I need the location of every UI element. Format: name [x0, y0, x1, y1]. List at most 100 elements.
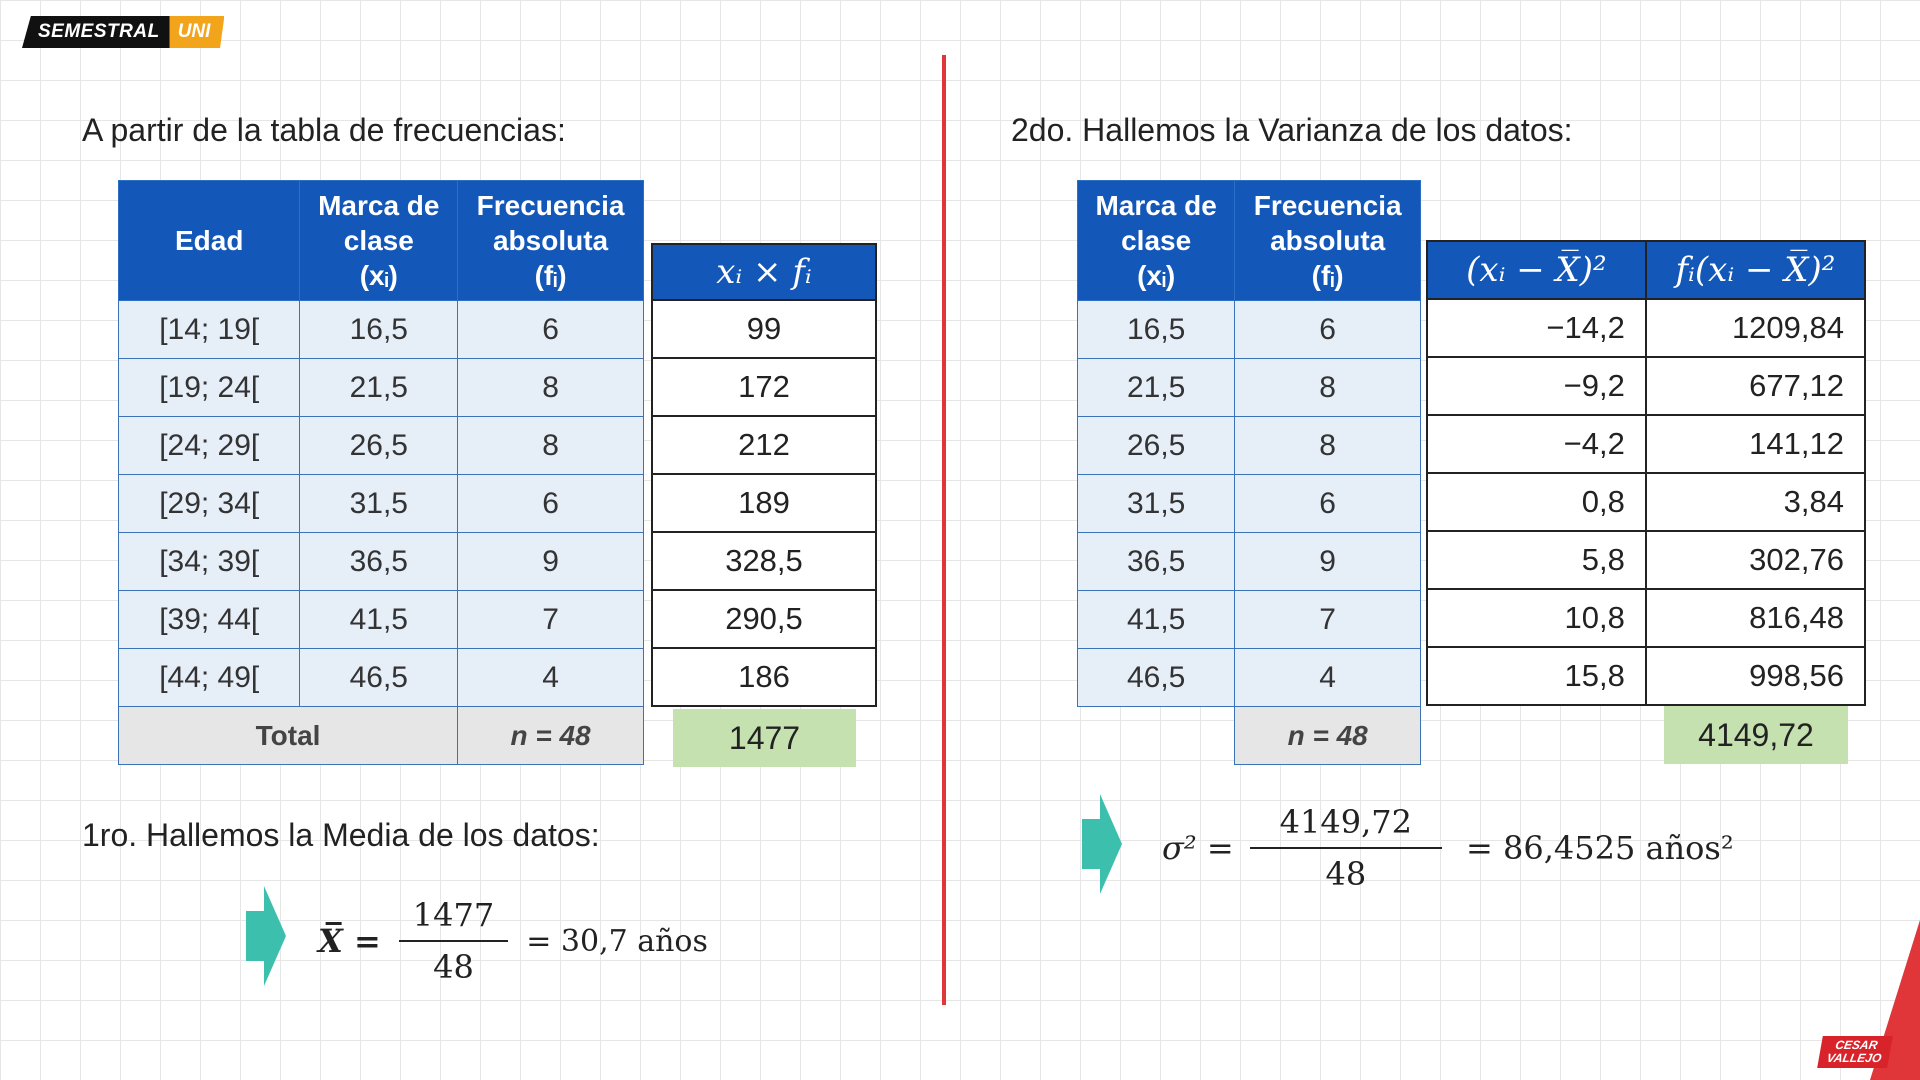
table-row: −9,2 677,12: [1426, 356, 1867, 416]
total-row: Total n = 48: [117, 706, 644, 765]
cesar-vallejo-badge: CESAR VALLEJO: [1816, 1036, 1893, 1068]
mean-formula: X̅ = 1477 48 = 30,7 años: [318, 896, 708, 986]
cell-x: 46,5: [299, 648, 459, 707]
media-heading: 1ro. Hallemos la Media de los datos:: [82, 817, 600, 853]
cell-x: 26,5: [299, 416, 459, 475]
cell-f: 8: [457, 416, 644, 475]
header-dev: (xᵢ − X̅)²: [1426, 240, 1647, 300]
table-row: [19; 24[21,5 8: [117, 358, 644, 417]
cell-edad: [34; 39[: [117, 532, 301, 591]
fdev-sum: 4149,72: [1664, 706, 1848, 764]
table-row: [34; 39[36,5 9: [117, 532, 644, 591]
cell-x: 26,5: [1076, 416, 1236, 475]
table-row: 172: [651, 357, 877, 417]
table-row: 328,5: [651, 531, 877, 591]
cell-edad: [19; 24[: [117, 358, 301, 417]
cell-f: 9: [457, 532, 644, 591]
variance-denominator: 48: [1325, 855, 1367, 893]
table-row: [44; 49[46,5 4: [117, 648, 644, 707]
variance-lhs: σ² =: [1162, 829, 1234, 867]
arrow-icon: [246, 886, 286, 986]
cell-f: 4: [457, 648, 644, 707]
cell-edad: [39; 44[: [117, 590, 301, 649]
table-row: 99: [651, 299, 877, 359]
table-row: 5,8 302,76: [1426, 530, 1867, 590]
xf-table: xᵢ × fᵢ 99 172 212 189 328,5 290,5 186: [651, 243, 877, 707]
cell-f: 8: [1234, 416, 1421, 475]
cell-edad: [24; 29[: [117, 416, 301, 475]
cell-fdev: 816,48: [1644, 588, 1867, 648]
cell-f: 9: [1234, 532, 1421, 591]
cell-f: 8: [1234, 358, 1421, 417]
cell-xf: 186: [651, 647, 877, 707]
frequency-table: Edad Marca de clase (xᵢ) Frecuencia absolut…: [117, 180, 644, 765]
cell-xf: 290,5: [651, 589, 877, 649]
table-row: −14,2 1209,84: [1426, 298, 1867, 358]
cell-f: 7: [457, 590, 644, 649]
frequency-table-header: Edad Marca de clase (xᵢ) Frecuencia absolut…: [117, 180, 644, 301]
table-row: [39; 44[41,5 7: [117, 590, 644, 649]
cell-f: 4: [1234, 648, 1421, 707]
cell-dev: 15,8: [1426, 646, 1647, 706]
header-frecuencia: Frecuencia absoluta (fᵢ): [457, 180, 644, 301]
table-row: 186: [651, 647, 877, 707]
mean-fraction: 1477 48: [398, 896, 509, 986]
header-fdev: fᵢ(xᵢ − X̅)²: [1644, 240, 1867, 300]
variance-rhs: = 86,4525 años²: [1465, 829, 1734, 867]
table-row: 16,5 6: [1076, 300, 1421, 359]
mean-rhs: = 30,7 años: [526, 923, 708, 959]
mean-numerator: 1477: [398, 896, 509, 942]
total-n: n = 48: [457, 706, 644, 765]
xf-sum: 1477: [673, 709, 856, 767]
cell-fdev: 998,56: [1644, 646, 1867, 706]
cell-edad: [14; 19[: [117, 300, 301, 359]
table-row: [24; 29[26,5 8: [117, 416, 644, 475]
cell-f: 6: [457, 300, 644, 359]
cell-x: 16,5: [299, 300, 459, 359]
cell-x: 31,5: [1076, 474, 1236, 533]
mean-denominator: 48: [433, 948, 474, 986]
cell-f: 7: [1234, 590, 1421, 649]
variance-numerator: 4149,72: [1249, 803, 1442, 849]
cell-dev: 0,8: [1426, 472, 1647, 532]
table-row: −4,2 141,12: [1426, 414, 1867, 474]
cell-xf: 172: [651, 357, 877, 417]
arrow-icon-right: [1082, 794, 1122, 894]
variance-fraction: 4149,72 48: [1249, 803, 1442, 893]
table-row: [29; 34[31,5 6: [117, 474, 644, 533]
right-total-n: n = 48: [1234, 706, 1421, 765]
deviation-table: (xᵢ − X̅)² fᵢ(xᵢ − X̅)² −14,2 1209,84 −9,2…: [1426, 240, 1867, 706]
logo-part1: SEMESTRAL: [22, 16, 170, 48]
cell-f: 6: [1234, 474, 1421, 533]
table-row: 212: [651, 415, 877, 475]
cell-x: 41,5: [1076, 590, 1236, 649]
divider-line: [942, 55, 946, 1005]
cell-dev: 10,8: [1426, 588, 1647, 648]
table-row: 15,8 998,56: [1426, 646, 1867, 706]
header-marca: Marca de clase (xᵢ): [299, 180, 459, 301]
cell-edad: [44; 49[: [117, 648, 301, 707]
cell-fdev: 141,12: [1644, 414, 1867, 474]
cell-fdev: 1209,84: [1644, 298, 1867, 358]
semestral-uni-logo: SEMESTRAL UNI: [22, 16, 225, 48]
cell-xf: 189: [651, 473, 877, 533]
table-row: 189: [651, 473, 877, 533]
cell-x: 36,5: [299, 532, 459, 591]
cell-x: 31,5: [299, 474, 459, 533]
cell-dev: −14,2: [1426, 298, 1647, 358]
cell-dev: −9,2: [1426, 356, 1647, 416]
logo-part2: UNI: [169, 16, 225, 48]
table-row: 26,5 8: [1076, 416, 1421, 475]
cell-x: 36,5: [1076, 532, 1236, 591]
cell-fdev: 3,84: [1644, 472, 1867, 532]
header-xf: xᵢ × fᵢ: [651, 243, 877, 301]
table-row: 41,5 7: [1076, 590, 1421, 649]
variance-freq-table: Marca de clase (xᵢ) Frecuencia absoluta (fᵢ)…: [1076, 180, 1421, 765]
header-marca-right: Marca de clase (xᵢ): [1076, 180, 1236, 301]
cell-x: 41,5: [299, 590, 459, 649]
table-row: 0,8 3,84: [1426, 472, 1867, 532]
table-row: 290,5: [651, 589, 877, 649]
mean-lhs: X̅ =: [318, 922, 381, 960]
header-frecuencia-right: Frecuencia absoluta (fᵢ): [1234, 180, 1421, 301]
cell-dev: 5,8: [1426, 530, 1647, 590]
